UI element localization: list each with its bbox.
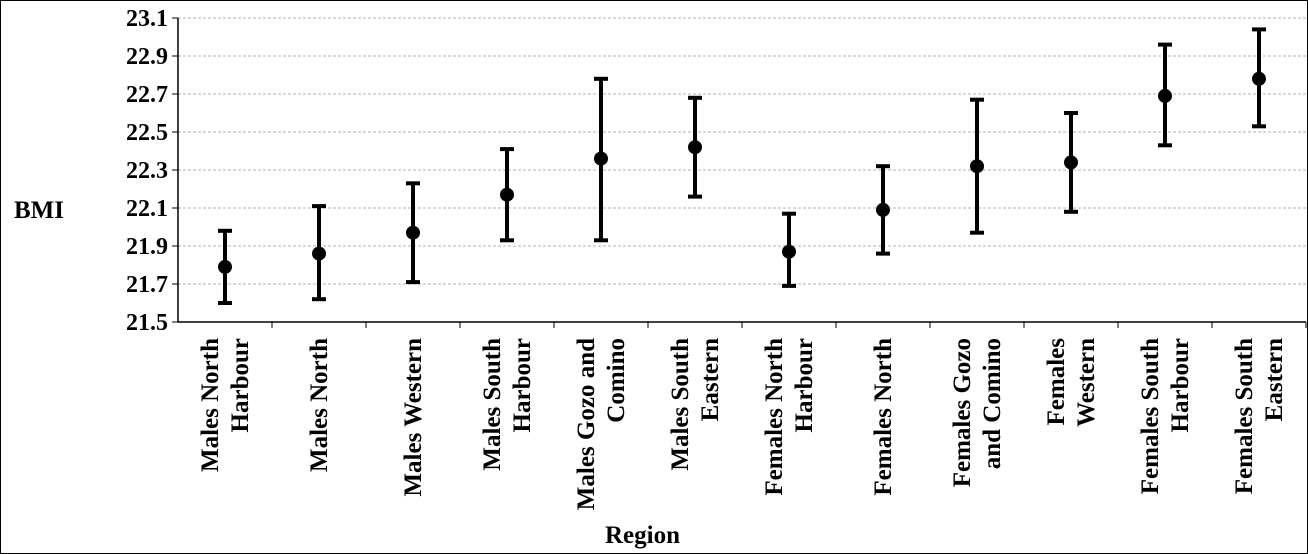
x-tick-label: Comino <box>603 338 630 423</box>
x-tick-label: and Comino <box>979 338 1006 469</box>
y-tick-label: 22.9 <box>126 44 168 70</box>
x-tick-label: Harbour <box>791 338 818 432</box>
data-point <box>500 187 514 202</box>
y-tick-label: 22.1 <box>126 196 168 222</box>
data-point <box>970 159 984 174</box>
data-point <box>782 244 796 259</box>
y-tick-label: 21.7 <box>126 272 168 298</box>
x-tick-label: Harbour <box>227 338 254 432</box>
y-tick-label: 22.5 <box>126 120 168 146</box>
data-point <box>1252 71 1266 86</box>
x-tick-label: Females South <box>1137 338 1164 494</box>
y-tick-labels: 21.5 21.7 21.9 22.1 22.3 22.5 22.7 22.9 23.1 <box>126 6 168 336</box>
y-tick-label: 21.5 <box>126 310 168 336</box>
data-point <box>1064 155 1078 170</box>
data-point <box>218 259 232 274</box>
x-tick-label: Females North <box>761 338 788 496</box>
x-tick-label: Males North <box>306 338 333 472</box>
data-point <box>406 225 420 240</box>
x-tick-labels: Males North Harbour Males North Males Weste… <box>197 338 1288 510</box>
x-tick-label: Eastern <box>1261 338 1288 421</box>
axes <box>172 17 1307 328</box>
x-tick-label: Females North <box>870 338 897 496</box>
y-tick-label: 22.7 <box>126 82 168 108</box>
x-tick-label: Females <box>1043 338 1070 426</box>
y-tick-label: 21.9 <box>126 234 168 260</box>
x-axis-title: Region <box>605 522 680 549</box>
gridlines <box>178 17 1306 285</box>
y-axis-title: BMI <box>14 197 64 224</box>
y-tick-label: 22.3 <box>126 158 168 184</box>
data-point <box>312 246 326 261</box>
data-point <box>594 151 608 166</box>
x-tick-label: Males South <box>479 338 506 471</box>
x-tick-label: Males Western <box>400 338 427 497</box>
x-tick-label: Females South <box>1231 338 1258 494</box>
x-tick-label: Western <box>1073 338 1100 427</box>
data-point <box>688 140 702 155</box>
x-tick-label: Males South <box>667 338 694 471</box>
data-point <box>876 202 890 217</box>
data-point <box>1158 88 1172 103</box>
y-tick-label: 23.1 <box>126 6 168 32</box>
x-tick-label: Males Gozo and <box>573 338 600 510</box>
x-tick-label: Harbour <box>509 338 536 432</box>
x-tick-label: Eastern <box>697 338 724 421</box>
x-tick-label: Males North <box>197 338 224 472</box>
data-marks <box>218 27 1266 305</box>
x-tick-label: Females Gozo <box>949 338 976 487</box>
x-tick-label: Harbour <box>1167 338 1194 432</box>
